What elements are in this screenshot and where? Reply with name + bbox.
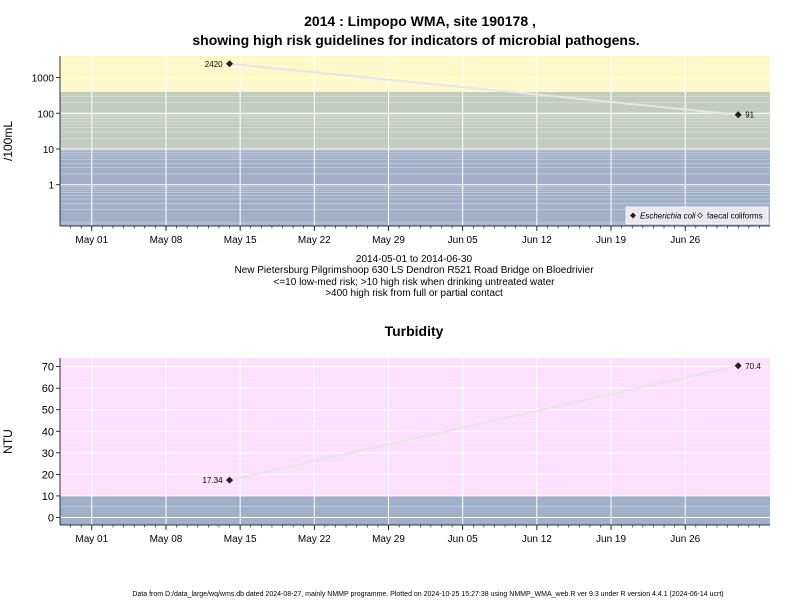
panel-2-point-label-1: 17.34 bbox=[203, 476, 224, 485]
panel-1-x-tick-label-4: May 22 bbox=[298, 235, 331, 246]
panel-1-y-tick-label-4: 1000 bbox=[32, 74, 55, 85]
panel-2-band-1 bbox=[60, 495, 770, 525]
panel-2-x-tick-label-6: Jun 05 bbox=[448, 534, 478, 545]
panel-2-y-tick-label-1: 0 bbox=[48, 512, 54, 524]
panel-2-band-2 bbox=[60, 358, 770, 496]
chart-title-line-1: 2014 : Limpopo WMA, site 190178 , bbox=[304, 13, 536, 29]
panel-1-x-tick-label-7: Jun 12 bbox=[522, 235, 552, 246]
panel-1-y-tick-label-1: 1 bbox=[48, 181, 54, 192]
panel-2-x-tick-label-5: May 29 bbox=[372, 534, 405, 545]
panel-2-y-tick-label-2: 10 bbox=[42, 491, 54, 503]
panel-1-band-2 bbox=[60, 91, 770, 149]
turbidity-panel: 0 10 20 30 40 50 60 70 May 01 May 08 May 15 May 22 M… bbox=[1, 358, 770, 545]
panel-1-x-tick-label-8: Jun 19 bbox=[596, 235, 626, 246]
subtitle-line-4: >400 high risk from full or partial cont… bbox=[325, 288, 503, 299]
panel-1-band-3 bbox=[60, 56, 770, 92]
panel-1-y-tick-label-2: 10 bbox=[43, 145, 55, 156]
panel-2-y-tick-label-5: 40 bbox=[42, 426, 54, 438]
panel-2-y-axis-label: NTU bbox=[1, 429, 15, 454]
panel-2-y-tick-label-3: 20 bbox=[42, 469, 54, 481]
panel-1-series-1-line bbox=[229, 62, 739, 116]
panel-1-point-label-2: 91 bbox=[745, 111, 754, 120]
panel-2-x-tick-label-7: Jun 12 bbox=[522, 534, 552, 545]
panel-2-y-tick-label-7: 60 bbox=[42, 383, 54, 395]
chart-title-line-2: showing high risk guidelines for indicat… bbox=[192, 32, 639, 48]
panel-1-legend-marker-1 bbox=[630, 212, 636, 219]
panel-1-y-axis-label: /100mL bbox=[1, 121, 15, 161]
panel-2-point-label-2: 70.4 bbox=[745, 362, 761, 371]
panel-2-point-1 bbox=[225, 476, 234, 484]
panel-2-x-tick-label-9: Jun 26 bbox=[670, 534, 700, 545]
footer-note: Data from D:/data_large/wq/wms.db dated … bbox=[132, 591, 723, 598]
panel-2-y-tick-label-8: 70 bbox=[42, 362, 54, 374]
panel-1-legend-label-2: faecal coliforms bbox=[707, 212, 763, 221]
panel-2-x-tick-label-3: May 15 bbox=[224, 534, 257, 545]
panel-2-x-tick-label-1: May 01 bbox=[75, 534, 108, 545]
panel-1-y-tick-label-3: 100 bbox=[37, 109, 54, 120]
panel-1-point-2 bbox=[734, 111, 742, 119]
panel-1-x-tick-label-1: May 01 bbox=[75, 235, 108, 246]
panel-1-x-tick-label-3: May 15 bbox=[224, 235, 257, 246]
subtitle-line-3: <=10 low-med risk; >10 high risk when dr… bbox=[274, 277, 556, 288]
panel-1-point-1 bbox=[225, 60, 234, 68]
turbidity-title: Turbidity bbox=[385, 323, 444, 339]
panel-1-legend-marker-2 bbox=[697, 212, 703, 219]
panel-2-y-tick-label-4: 30 bbox=[42, 448, 54, 460]
panel-1-legend-box bbox=[625, 206, 769, 225]
panel-1-x-tick-label-9: Jun 26 bbox=[670, 235, 700, 246]
panel-2-x-tick-label-8: Jun 19 bbox=[596, 534, 626, 545]
microbial-panel: 1 10 100 1000 May 01 May 08 May 15 May 22 May 29… bbox=[1, 56, 770, 246]
panel-2-y-tick-label-6: 50 bbox=[42, 405, 54, 417]
panel-1-x-tick-label-2: May 08 bbox=[150, 235, 183, 246]
panel-1-legend-label-1: Escherichia coli bbox=[640, 212, 696, 221]
subtitle-line-1: 2014-05-01 to 2014-06-30 bbox=[356, 254, 473, 265]
panel-1-point-label-1: 2420 bbox=[205, 60, 223, 69]
panel-2-point-2 bbox=[734, 362, 742, 370]
panel-1-x-tick-label-6: Jun 05 bbox=[448, 235, 478, 246]
subtitle-line-2: New Pietersburg Pilgrimshoop 630 LS Dend… bbox=[234, 265, 594, 276]
panel-2-x-tick-label-4: May 22 bbox=[298, 534, 331, 545]
panel-2-x-tick-label-2: May 08 bbox=[150, 534, 183, 545]
panel-1-x-tick-label-5: May 29 bbox=[372, 235, 405, 246]
panel-2-series-1-line bbox=[229, 364, 739, 482]
